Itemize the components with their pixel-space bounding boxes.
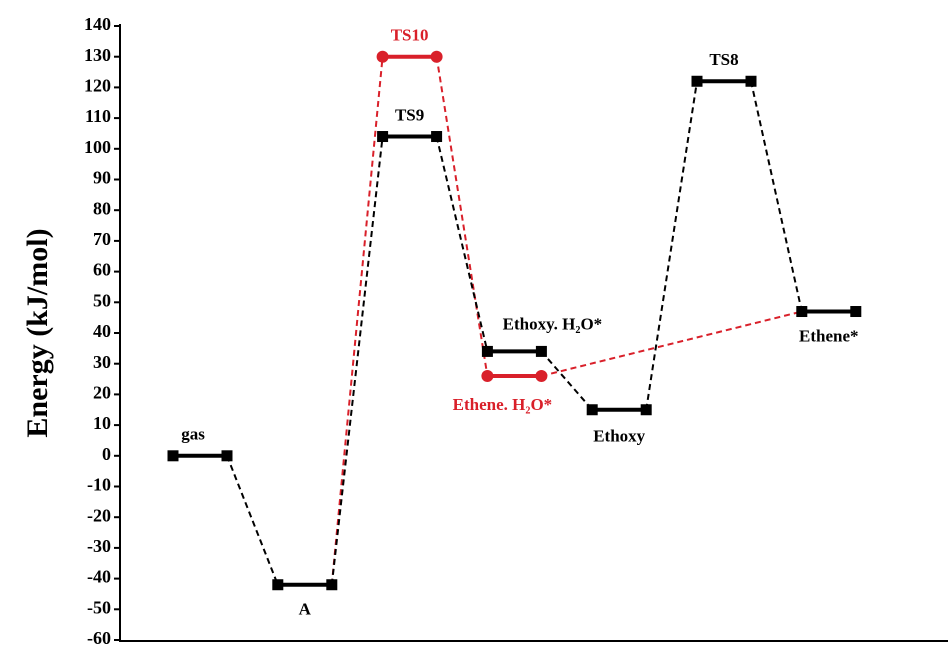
y-tick-label: 70 [93,229,111,249]
level-label: gas [181,425,205,444]
y-tick-label: 100 [84,137,111,157]
level-marker [376,50,389,63]
y-tick-label: 80 [93,198,111,218]
connector [541,310,803,377]
y-tick-label: -20 [87,505,111,525]
connector [435,56,489,377]
level-marker [586,404,598,416]
level-marker [430,50,443,63]
y-tick-label: 30 [93,352,111,372]
y-tick-label: 20 [93,383,111,403]
y-tick-label: -40 [87,567,111,587]
level-marker [326,579,338,591]
y-tick-label: 50 [93,290,111,310]
y-tick-label: 110 [85,106,111,126]
level-marker [481,369,494,382]
level-marker [691,75,703,87]
y-tick-label: 0 [102,444,111,464]
connector [750,81,803,312]
y-tick-label: 120 [84,76,111,96]
y-tick-label: 40 [93,321,111,341]
level-marker [535,369,548,382]
level-marker [167,450,179,462]
y-tick-label: -30 [87,536,111,556]
level-marker [272,579,284,591]
y-tick-label: 140 [84,14,111,34]
connector [226,455,279,586]
level-label: Ethene* [799,326,859,345]
y-tick-label: -10 [87,475,111,495]
level-label: A [299,600,312,619]
y-axis-title: Energy (kJ/mol) [21,228,54,437]
level-label: TS9 [395,105,424,124]
connector [330,56,384,585]
connector [435,136,489,352]
connector [330,136,384,585]
y-tick-label: -50 [87,597,111,617]
level-label: TS10 [391,26,429,45]
y-tick-label: 90 [93,168,111,188]
level-label: TS8 [709,50,738,69]
y-tick-label: 10 [93,413,111,433]
level-marker [377,131,389,143]
level-marker [431,131,443,143]
connector [645,81,698,410]
level-marker [745,75,757,87]
level-marker [221,450,233,462]
level-marker [640,404,652,416]
y-tick-label: 130 [84,45,111,65]
y-tick-label: -60 [87,628,111,647]
level-marker [481,345,493,357]
y-tick-label: 60 [93,260,111,280]
level-label: Ethene. H₂O* [453,395,553,414]
connector [540,350,593,411]
level-label: Ethoxy [593,427,645,446]
level-label: Ethoxy. H₂O* [503,314,603,333]
level-marker [850,306,862,318]
level-marker [535,345,547,357]
level-marker [796,306,808,318]
